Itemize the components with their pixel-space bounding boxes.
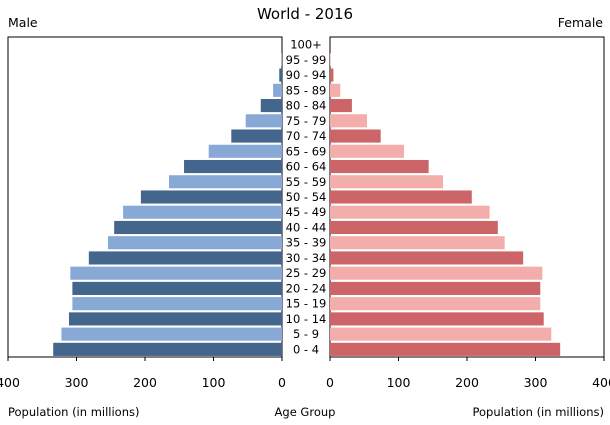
female-bar <box>330 236 505 250</box>
age-group-label: 75 - 79 <box>286 114 327 128</box>
male-bar <box>114 220 282 235</box>
age-group-label: 15 - 19 <box>286 297 327 311</box>
male-bar <box>123 205 282 219</box>
female-bar <box>330 83 341 97</box>
age-group-label: 0 - 4 <box>293 342 319 356</box>
male-x-axis-label: Population (in millions) <box>8 405 140 419</box>
male-bar <box>245 114 282 128</box>
female-bar <box>330 99 352 113</box>
male-bar <box>273 83 282 97</box>
age-group-label: 60 - 64 <box>286 160 327 174</box>
male-bar <box>208 144 282 158</box>
male-bar <box>61 327 283 341</box>
x-tick-label: 200 <box>133 375 157 390</box>
female-bar <box>330 205 490 219</box>
female-bar <box>330 159 429 174</box>
age-group-label: 90 - 94 <box>286 68 327 82</box>
male-bar <box>260 99 282 113</box>
male-bar <box>231 129 282 143</box>
female-bars <box>330 53 561 356</box>
male-bar <box>168 175 282 189</box>
female-bar <box>330 68 334 82</box>
male-bar <box>108 236 282 250</box>
male-bar <box>53 342 283 356</box>
female-bar <box>330 114 367 128</box>
age-group-label: 25 - 29 <box>286 266 327 280</box>
female-bar <box>330 297 541 311</box>
male-bar <box>140 190 282 204</box>
x-tick-label: 300 <box>65 375 89 390</box>
age-group-label: 70 - 74 <box>286 129 327 143</box>
age-group-label: 35 - 39 <box>286 236 327 250</box>
age-group-label: 45 - 49 <box>286 205 327 219</box>
female-bar <box>330 53 331 67</box>
age-group-label: 50 - 54 <box>286 190 327 204</box>
age-group-label: 40 - 44 <box>286 220 327 234</box>
age-group-label: 20 - 24 <box>286 281 327 295</box>
female-bar <box>330 251 524 265</box>
female-bar <box>330 342 561 356</box>
male-label: Male <box>8 15 38 30</box>
x-tick-label: 0 <box>326 375 334 390</box>
age-group-axis-label: Age Group <box>275 405 336 419</box>
male-bar <box>70 266 283 280</box>
age-group-label: 55 - 59 <box>286 175 327 189</box>
age-group-label: 65 - 69 <box>286 144 327 158</box>
male-bar <box>72 297 282 311</box>
female-x-ticks: 0 100 200 300 400 <box>326 357 610 390</box>
female-bar <box>330 144 404 158</box>
female-bar <box>330 220 498 235</box>
x-tick-label: 0 <box>278 375 286 390</box>
x-tick-label: 100 <box>202 375 226 390</box>
male-bar <box>88 251 282 265</box>
female-bar <box>330 129 381 143</box>
male-bar <box>184 159 282 174</box>
age-group-label: 95 - 99 <box>286 53 327 67</box>
x-tick-label: 400 <box>0 375 20 390</box>
x-tick-label: 400 <box>592 375 610 390</box>
male-bar <box>279 68 282 82</box>
female-label: Female <box>558 15 604 30</box>
male-bar <box>72 281 282 295</box>
x-tick-label: 300 <box>524 375 548 390</box>
age-group-label: 80 - 84 <box>286 99 327 113</box>
x-tick-label: 100 <box>387 375 411 390</box>
age-group-label: 85 - 89 <box>286 83 327 97</box>
male-bars <box>53 53 283 356</box>
x-tick-label: 200 <box>455 375 479 390</box>
female-bar <box>330 327 552 341</box>
female-bar <box>330 281 541 295</box>
female-x-axis-label: Population (in millions) <box>473 405 605 419</box>
age-group-label: 5 - 9 <box>293 327 319 341</box>
age-group-label: 100+ <box>290 38 322 52</box>
female-bar <box>330 266 543 280</box>
female-bar <box>330 312 544 326</box>
male-bar <box>68 312 282 326</box>
age-group-label: 10 - 14 <box>286 312 327 326</box>
male-x-ticks: 400 300 200 100 0 <box>0 357 286 390</box>
chart-title: World - 2016 <box>257 5 353 23</box>
female-bar <box>330 190 472 204</box>
female-bar <box>330 175 444 189</box>
age-group-label: 30 - 34 <box>286 251 327 265</box>
